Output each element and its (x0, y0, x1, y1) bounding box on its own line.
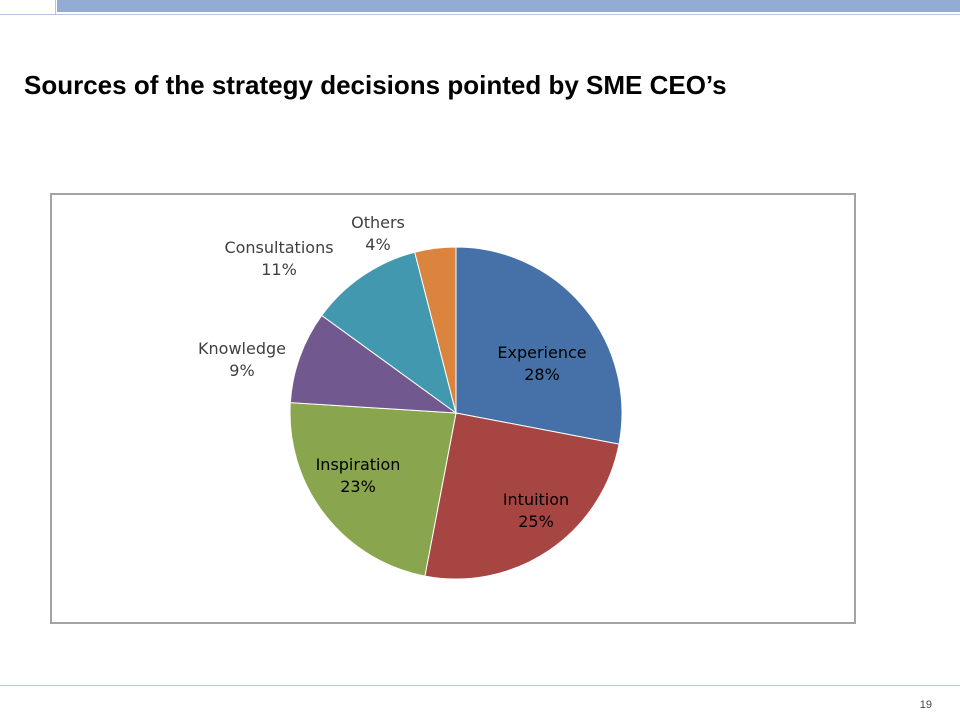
slice-label-intuition: Intuition 25% (503, 490, 569, 531)
slice-label-value: 25% (518, 512, 554, 531)
slice-label-experience: Experience 28% (497, 343, 586, 384)
slice-label-value: 9% (229, 361, 254, 380)
pie-slice-experience (455, 246, 623, 445)
page-number: 19 (919, 699, 932, 711)
slide-title: Sources of the strategy decisions pointe… (24, 70, 727, 100)
slice-label-inspiration: Inspiration 23% (316, 455, 401, 496)
bottom-divider-line (0, 685, 960, 686)
pie-slice-intuition (424, 412, 620, 580)
slice-label-value: 11% (261, 260, 297, 279)
chart-frame: Experience 28% Intuition 25% Inspiration 23% K… (50, 193, 856, 624)
slice-label-consultations: Consultations 11% (224, 238, 333, 279)
slice-label-value: 4% (365, 235, 390, 254)
slice-label-name: Knowledge (198, 339, 286, 358)
top-divider-tick (55, 0, 56, 15)
slice-label-value: 28% (524, 365, 560, 384)
slice-label-name: Consultations (224, 238, 333, 257)
slice-label-knowledge: Knowledge 9% (198, 339, 286, 380)
slice-label-value: 23% (340, 477, 376, 496)
pie-chart: Experience 28% Intuition 25% Inspiration 23% K… (198, 213, 623, 580)
slice-label-name: Others (351, 213, 405, 232)
slice-label-others: Others 4% (351, 213, 405, 254)
slice-label-name: Experience (497, 343, 586, 362)
pie-slice-inspiration (289, 402, 457, 577)
slice-label-name: Inspiration (316, 455, 401, 474)
pie-slice-knowledge (289, 314, 458, 414)
slice-label-name: Intuition (503, 490, 569, 509)
top-accent-bar (57, 0, 960, 12)
pie-slice-consultations (321, 251, 457, 415)
top-divider-line (0, 14, 960, 15)
pie-slice-others (414, 246, 457, 414)
